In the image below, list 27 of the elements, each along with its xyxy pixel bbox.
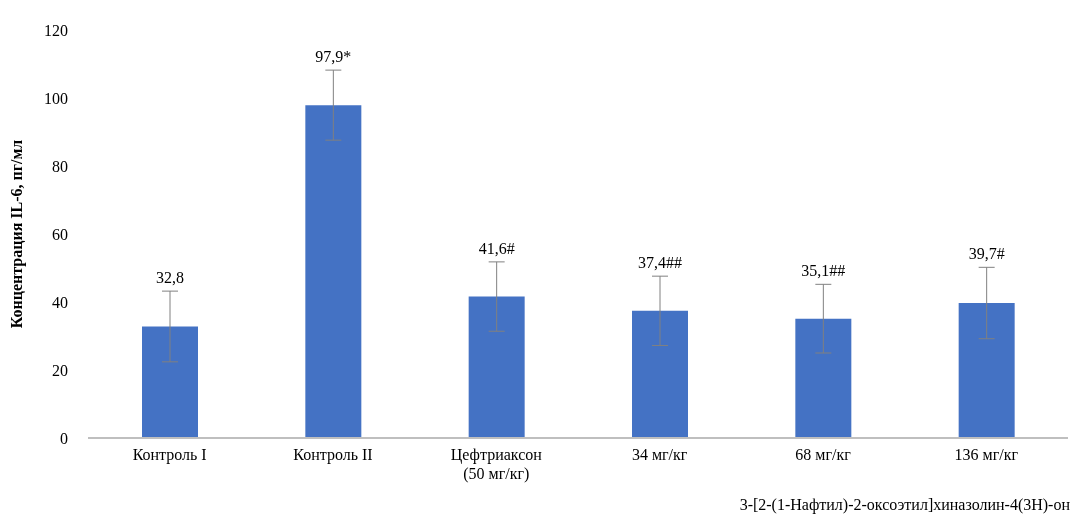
data-label: 97,9* <box>315 48 352 66</box>
data-label: 32,8 <box>156 269 184 287</box>
y-tick-label: 60 <box>52 225 68 243</box>
bar <box>795 318 852 438</box>
x-tick-label: Цефтриаксон (50 мг/кг) <box>450 446 543 483</box>
x-tick-label: 68 мг/кг <box>795 446 852 463</box>
bar <box>142 326 198 438</box>
bar <box>305 105 362 438</box>
y-tick-label: 0 <box>60 429 68 447</box>
x-tick-label: 34 мг/кг <box>631 446 688 463</box>
bar <box>468 296 525 438</box>
bar <box>632 310 688 438</box>
y-tick-label: 120 <box>44 21 68 39</box>
x-axis-title: 3-[2-(1-Нафтил)-2-оксоэтил]хиназолин-4(3Н)-он <box>739 496 1071 514</box>
data-label: 41,6# <box>478 239 515 257</box>
y-tick-label: 80 <box>52 157 68 175</box>
data-label: 37,4## <box>638 254 682 272</box>
x-tick-label: 136 мг/кг <box>954 446 1019 463</box>
y-tick-label: 100 <box>44 89 68 107</box>
bar <box>958 303 1015 438</box>
y-axis-title: Концентрация IL-6, пг/мл <box>7 139 26 329</box>
data-label: 35,1## <box>801 262 846 280</box>
y-tick-label: 40 <box>52 293 68 311</box>
x-tick-label: Контроль II <box>293 446 373 464</box>
data-label: 39,7# <box>968 245 1005 263</box>
x-tick-label: Контроль I <box>132 446 207 464</box>
y-tick-label: 20 <box>52 361 68 379</box>
